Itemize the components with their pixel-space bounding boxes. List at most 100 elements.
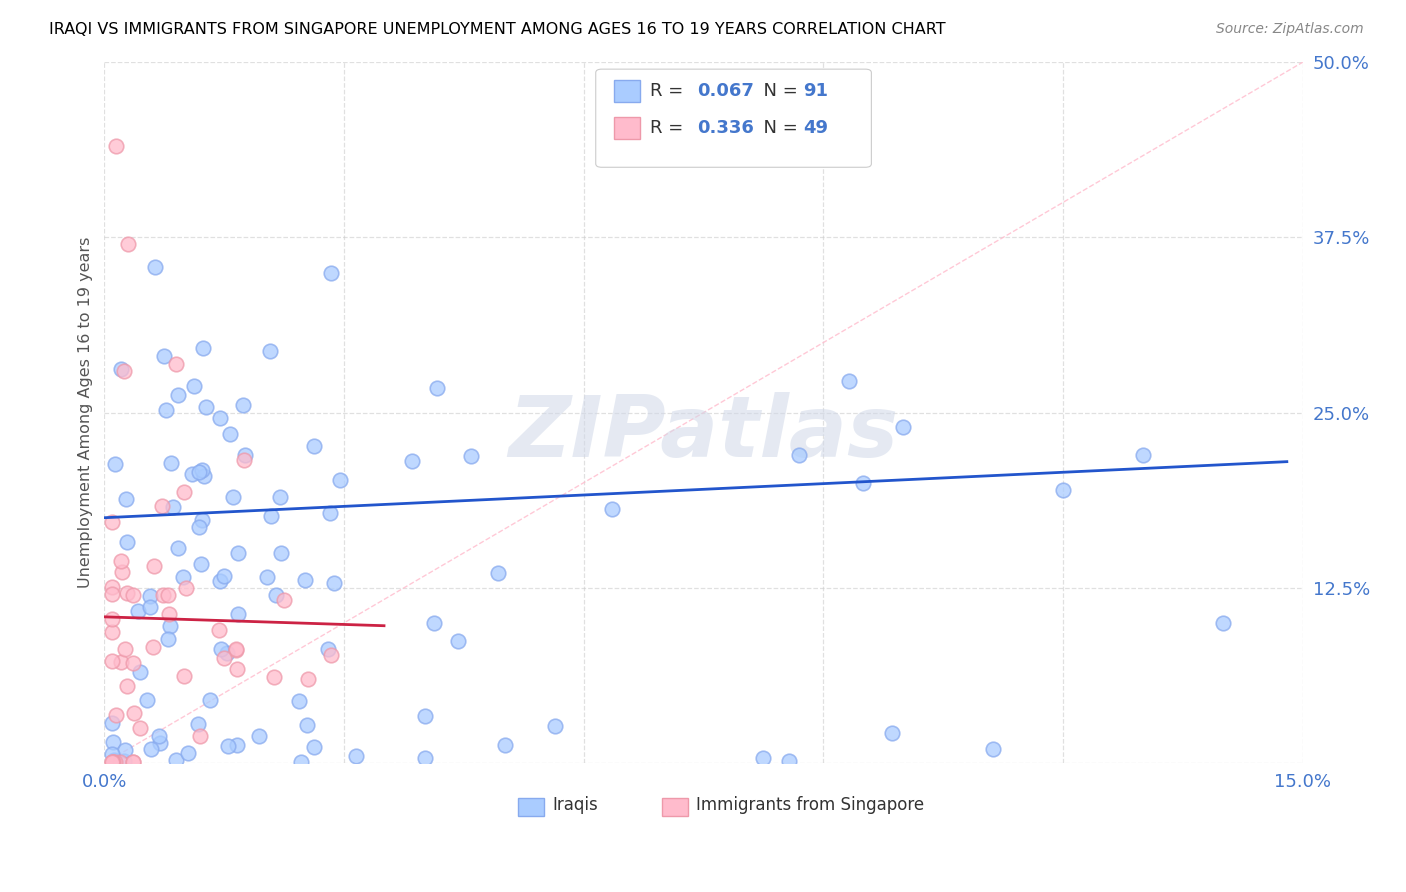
Point xyxy=(172,570,194,584)
Point xyxy=(114,742,136,756)
Point xyxy=(247,729,270,743)
Point xyxy=(115,491,138,506)
Point xyxy=(600,501,623,516)
Point xyxy=(426,381,449,395)
Point xyxy=(101,515,124,529)
Point xyxy=(157,632,180,646)
Point xyxy=(103,753,125,767)
Point xyxy=(447,634,470,648)
Point xyxy=(891,419,914,434)
Point xyxy=(413,709,436,723)
Point xyxy=(173,669,195,683)
Point xyxy=(191,513,214,527)
Point xyxy=(165,357,187,371)
Point xyxy=(208,623,231,637)
Point xyxy=(124,706,146,721)
Point xyxy=(101,612,124,626)
Point xyxy=(880,725,903,739)
Point xyxy=(101,755,124,769)
Point xyxy=(259,344,281,359)
Y-axis label: Unemployment Among Ages 16 to 19 years: Unemployment Among Ages 16 to 19 years xyxy=(79,237,93,589)
Point xyxy=(110,554,132,568)
Point xyxy=(165,753,187,767)
Point xyxy=(139,600,162,615)
Text: R =: R = xyxy=(650,82,689,100)
Text: R =: R = xyxy=(650,119,689,137)
Point xyxy=(110,362,132,376)
Point xyxy=(138,590,160,604)
Point xyxy=(127,604,149,618)
Point xyxy=(1132,448,1154,462)
Point xyxy=(115,679,138,693)
Text: ZIPatlas: ZIPatlas xyxy=(509,392,898,475)
Point xyxy=(110,656,132,670)
Point xyxy=(108,755,131,769)
Point xyxy=(304,740,326,755)
Point xyxy=(101,755,124,769)
Point xyxy=(226,662,249,676)
Point xyxy=(401,454,423,468)
Text: 49: 49 xyxy=(803,119,828,137)
Text: N =: N = xyxy=(752,82,803,100)
Point xyxy=(135,693,157,707)
Point xyxy=(222,491,245,505)
Text: 0.067: 0.067 xyxy=(697,82,755,100)
Point xyxy=(150,500,173,514)
Point xyxy=(225,738,247,752)
Point xyxy=(215,646,238,660)
Point xyxy=(104,708,127,723)
Point xyxy=(167,541,190,555)
Text: Source: ZipAtlas.com: Source: ZipAtlas.com xyxy=(1216,22,1364,37)
Point xyxy=(208,574,231,588)
Point xyxy=(143,559,166,574)
Point xyxy=(423,616,446,631)
Point xyxy=(233,452,256,467)
Point xyxy=(209,411,232,425)
Point xyxy=(294,573,316,587)
Point xyxy=(149,736,172,750)
Point xyxy=(122,588,145,602)
Point xyxy=(486,566,509,580)
Point xyxy=(787,448,810,462)
FancyBboxPatch shape xyxy=(662,798,688,815)
Point xyxy=(187,520,209,534)
Point xyxy=(209,642,232,657)
Point xyxy=(183,379,205,393)
Point xyxy=(226,607,249,621)
Point xyxy=(104,457,127,471)
Point xyxy=(543,719,565,733)
Point xyxy=(101,625,124,640)
Point xyxy=(157,588,180,602)
Point xyxy=(273,592,295,607)
Point xyxy=(191,463,214,477)
Point xyxy=(329,473,352,487)
Point xyxy=(167,387,190,401)
Point xyxy=(177,746,200,760)
Point xyxy=(152,588,174,602)
Point xyxy=(193,341,215,355)
Point xyxy=(217,739,239,754)
Point xyxy=(180,467,202,481)
Point xyxy=(319,648,342,663)
Point xyxy=(173,485,195,500)
Point xyxy=(115,535,138,549)
FancyBboxPatch shape xyxy=(613,117,640,139)
Point xyxy=(194,400,217,414)
Point xyxy=(121,755,143,769)
Point xyxy=(101,716,124,731)
Point xyxy=(269,490,291,504)
Point xyxy=(266,588,288,602)
Point xyxy=(198,693,221,707)
Point xyxy=(233,448,256,462)
Point xyxy=(226,545,249,559)
Point xyxy=(852,475,875,490)
Point xyxy=(160,456,183,470)
Point xyxy=(188,729,211,743)
Point xyxy=(225,642,247,657)
Point xyxy=(256,570,278,584)
Point xyxy=(413,751,436,765)
FancyBboxPatch shape xyxy=(517,798,544,815)
Point xyxy=(290,755,312,769)
Point xyxy=(193,469,215,483)
Point xyxy=(101,654,124,668)
